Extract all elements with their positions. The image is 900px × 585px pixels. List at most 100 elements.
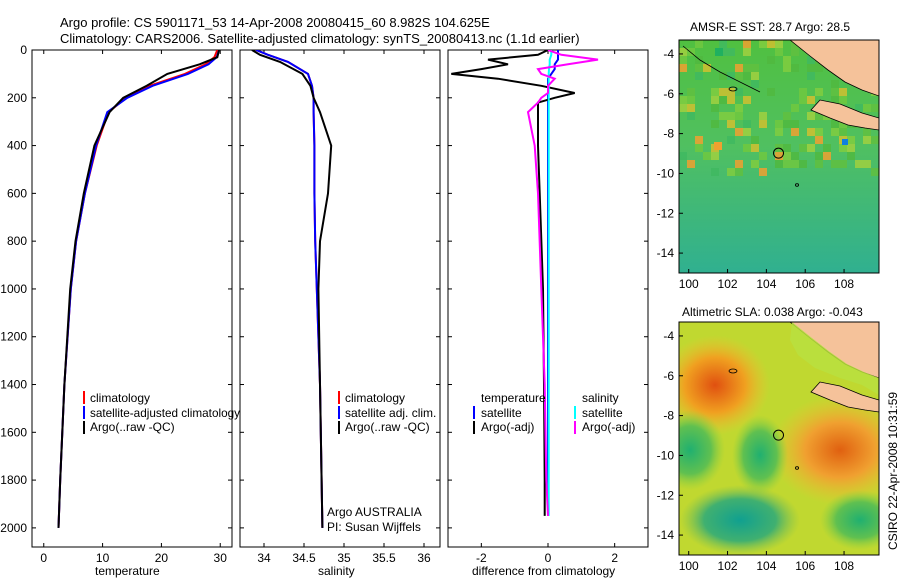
depth-tick-label: 400 xyxy=(7,139,27,153)
depth-tick-label: 1200 xyxy=(0,330,27,344)
salinity-legend: climatology satellite adj. clim. Argo(..… xyxy=(327,391,436,534)
sla-argo-position-marker xyxy=(773,429,785,441)
map-x-tick-label: 108 xyxy=(834,277,854,291)
series-line-satellite-adj-clim- xyxy=(255,50,324,528)
x-tick-label: 0 xyxy=(545,551,552,565)
x-tick-label: 36 xyxy=(417,551,431,565)
map-y-tick-label: -6 xyxy=(663,87,674,101)
map-y-tick-label: -4 xyxy=(663,47,674,61)
series-line-climatology xyxy=(255,50,324,528)
sst-map-frame xyxy=(678,39,880,274)
x-tick-label: 30 xyxy=(214,551,228,565)
x-tick-label: 0 xyxy=(40,551,47,565)
map-y-tick-label: -6 xyxy=(663,369,674,383)
series-line-climatology xyxy=(57,50,219,528)
salinity-panel-frame xyxy=(239,49,441,548)
x-tick-label: 34.5 xyxy=(292,551,316,565)
series-line-salinity-argo-adj- xyxy=(526,50,599,516)
legend-label-temp-satellite: satellite xyxy=(481,406,522,420)
map-x-tick-label: 100 xyxy=(679,559,699,573)
legend-label-sal-satellite: satellite xyxy=(582,406,623,420)
difference-axis-label: difference from climatology xyxy=(472,564,615,578)
sla-map-frame xyxy=(678,321,880,556)
x-tick-label: 10 xyxy=(96,551,110,565)
depth-axis: 0 200 400 600 800 1000 1200 1400 1600 1800 2000 xyxy=(0,43,648,535)
legend-label-argo: Argo(..raw -QC) xyxy=(345,420,430,434)
map-y-tick-label: -14 xyxy=(657,246,675,260)
land-java xyxy=(810,99,879,131)
legend-label-climatology: climatology xyxy=(345,391,405,405)
sla-map-title: Altimetric SLA: 0.038 Argo: -0.043 xyxy=(682,305,863,319)
island-christmas xyxy=(795,183,800,187)
map-x-tick-label: 106 xyxy=(795,277,815,291)
land-coast-sw xyxy=(682,45,761,93)
header-line2: Climatology: CARS2006. Satellite-adjuste… xyxy=(60,31,580,46)
map-y-tick-label: -4 xyxy=(663,329,674,343)
legend-title-salinity: salinity xyxy=(582,391,619,405)
salinity-axis-label: salinity xyxy=(318,564,355,578)
depth-tick-label: 1600 xyxy=(0,425,27,439)
depth-tick-label: 1800 xyxy=(0,473,27,487)
temperature-axis-label: temperature xyxy=(95,564,160,578)
map-y-tick-label: -14 xyxy=(657,528,675,542)
x-tick-label: -2 xyxy=(476,551,487,565)
difference-legend: temperature salinity satellite Argo(-adj… xyxy=(473,391,635,434)
legend-title-temperature: temperature xyxy=(481,391,546,405)
map-x-tick-label: 102 xyxy=(718,277,738,291)
map-x-tick-label: 106 xyxy=(795,559,815,573)
x-tick-label: 35.5 xyxy=(372,551,396,565)
salinity-plot: 34 34.5 35 35.5 36 xyxy=(251,50,431,565)
map-y-tick-label: -12 xyxy=(657,488,675,502)
map-y-tick-label: -8 xyxy=(663,409,674,423)
annotation-argo-australia: Argo AUSTRALIA xyxy=(327,505,422,519)
header-line1: Argo profile: CS 5901171_53 14-Apr-2008 … xyxy=(60,15,490,30)
x-tick-label: 2 xyxy=(611,551,618,565)
depth-tick-label: 2000 xyxy=(0,521,27,535)
map-x-tick-label: 100 xyxy=(679,277,699,291)
series-line-argo-raw-qc- xyxy=(57,50,221,528)
legend-label-argo: Argo(..raw -QC) xyxy=(90,420,175,434)
series-line-argo-raw-qc- xyxy=(251,50,333,528)
legend-label-climatology: climatology xyxy=(90,391,150,405)
annotation-pi: PI: Susan Wijffels xyxy=(327,520,421,534)
depth-tick-label: 0 xyxy=(20,43,27,57)
map-x-tick-label: 102 xyxy=(718,559,738,573)
sst-map-image xyxy=(679,40,879,273)
legend-label-satellite: satellite adj. clim. xyxy=(345,406,436,420)
island-christmas xyxy=(795,466,800,470)
x-tick-label: 35 xyxy=(337,551,351,565)
credit-stamp: CSIRO 22-Apr-2008 10:31:59 xyxy=(886,392,900,550)
depth-tick-label: 200 xyxy=(7,91,27,105)
island-enggano xyxy=(728,86,738,92)
series-line-temperature-argo-adj- xyxy=(451,50,575,516)
sst-map-axes: 100 102 104 106 108 -4 -6 -8 -10 -12 -14 xyxy=(657,47,855,291)
legend-label-temp-argo: Argo(-adj) xyxy=(481,420,534,434)
legend-label-sal-argo: Argo(-adj) xyxy=(582,420,635,434)
x-tick-label: 34 xyxy=(257,551,271,565)
difference-plot: -2 0 2 xyxy=(451,50,618,565)
map-y-tick-label: -10 xyxy=(657,166,675,180)
island-enggano xyxy=(728,368,738,374)
map-y-tick-label: -8 xyxy=(663,127,674,141)
depth-tick-label: 600 xyxy=(7,186,27,200)
depth-tick-label: 1400 xyxy=(0,378,27,392)
land-java xyxy=(810,381,879,413)
series-line-satellite-adjusted-climatology xyxy=(57,50,221,528)
temperature-plot: 0 10 20 30 xyxy=(40,50,227,565)
land-sumatra xyxy=(679,40,879,97)
depth-tick-label: 1000 xyxy=(0,282,27,296)
map-y-tick-label: -12 xyxy=(657,206,675,220)
legend-label-satellite: satellite-adjusted climatology xyxy=(90,406,240,420)
depth-tick-label: 800 xyxy=(7,234,27,248)
series-line-salinity-satellite xyxy=(547,50,553,516)
map-x-tick-label: 108 xyxy=(834,559,854,573)
temperature-panel-frame xyxy=(31,49,233,548)
map-x-tick-label: 104 xyxy=(756,277,776,291)
x-tick-label: 20 xyxy=(155,551,169,565)
sla-map-image xyxy=(679,322,879,555)
sla-map-axes: 100 102 104 106 108 -4 -6 -8 -10 -12 -14 xyxy=(657,329,855,573)
map-x-tick-label: 104 xyxy=(756,559,776,573)
sst-argo-position-marker xyxy=(773,147,785,159)
